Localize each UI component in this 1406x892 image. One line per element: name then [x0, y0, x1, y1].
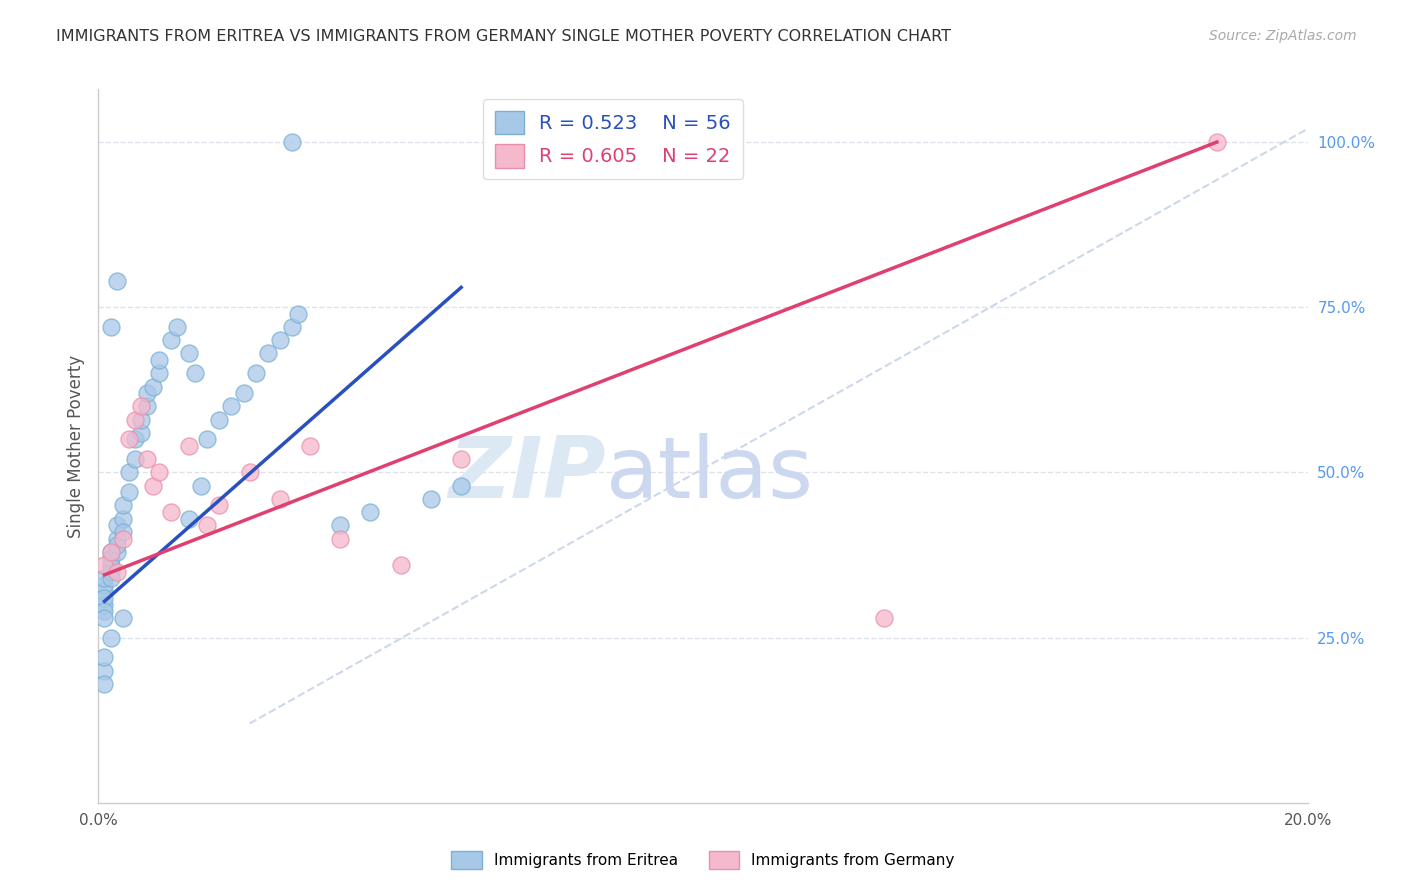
Point	[281, 320, 304, 334]
Point	[93, 598, 115, 612]
Point	[129, 412, 152, 426]
Point	[93, 578, 115, 592]
Point	[100, 565, 122, 579]
Point	[281, 135, 304, 149]
Point	[148, 367, 170, 381]
Point	[118, 433, 141, 447]
Point	[329, 518, 352, 533]
Point	[232, 386, 254, 401]
Point	[135, 452, 157, 467]
Point	[93, 664, 115, 678]
Text: atlas: atlas	[606, 433, 814, 516]
Point	[111, 532, 134, 546]
Point	[105, 545, 128, 559]
Point	[329, 532, 352, 546]
Point	[129, 400, 152, 414]
Point	[179, 439, 201, 453]
Point	[111, 611, 134, 625]
Point	[148, 353, 170, 368]
Point	[195, 518, 218, 533]
Point	[208, 412, 231, 426]
Point	[100, 551, 122, 566]
Point	[239, 466, 262, 480]
Point	[105, 565, 128, 579]
Point	[142, 478, 165, 492]
Point	[124, 412, 146, 426]
Point	[124, 452, 146, 467]
Point	[93, 558, 115, 572]
Point	[245, 367, 267, 381]
Point	[93, 571, 115, 585]
Y-axis label: Single Mother Poverty: Single Mother Poverty	[66, 354, 84, 538]
Point	[873, 611, 896, 625]
Point	[111, 499, 134, 513]
Text: Source: ZipAtlas.com: Source: ZipAtlas.com	[1209, 29, 1357, 44]
Point	[105, 538, 128, 552]
Point	[100, 558, 122, 572]
Point	[450, 452, 472, 467]
Point	[420, 491, 443, 506]
Point	[100, 571, 122, 585]
Point	[148, 466, 170, 480]
Point	[184, 367, 207, 381]
Point	[269, 333, 291, 347]
Legend: Immigrants from Eritrea, Immigrants from Germany: Immigrants from Eritrea, Immigrants from…	[446, 845, 960, 875]
Point	[287, 307, 309, 321]
Point	[100, 545, 122, 559]
Point	[450, 478, 472, 492]
Point	[160, 505, 183, 519]
Legend: R = 0.523    N = 56, R = 0.605    N = 22: R = 0.523 N = 56, R = 0.605 N = 22	[484, 99, 742, 179]
Point	[100, 631, 122, 645]
Point	[389, 558, 412, 572]
Point	[135, 400, 157, 414]
Point	[118, 485, 141, 500]
Point	[179, 346, 201, 360]
Point	[166, 320, 188, 334]
Point	[160, 333, 183, 347]
Point	[100, 320, 122, 334]
Point	[93, 604, 115, 618]
Text: ZIP: ZIP	[449, 433, 606, 516]
Point	[135, 386, 157, 401]
Point	[111, 511, 134, 525]
Point	[93, 677, 115, 691]
Point	[269, 491, 291, 506]
Point	[105, 274, 128, 288]
Point	[105, 532, 128, 546]
Point	[208, 499, 231, 513]
Point	[93, 611, 115, 625]
Point	[111, 524, 134, 539]
Point	[129, 425, 152, 440]
Point	[179, 511, 201, 525]
Point	[100, 545, 122, 559]
Point	[105, 518, 128, 533]
Point	[190, 478, 212, 492]
Point	[93, 650, 115, 665]
Point	[142, 379, 165, 393]
Text: IMMIGRANTS FROM ERITREA VS IMMIGRANTS FROM GERMANY SINGLE MOTHER POVERTY CORRELA: IMMIGRANTS FROM ERITREA VS IMMIGRANTS FR…	[56, 29, 952, 45]
Point	[118, 466, 141, 480]
Point	[299, 439, 322, 453]
Point	[195, 433, 218, 447]
Point	[256, 346, 278, 360]
Point	[221, 400, 243, 414]
Point	[124, 433, 146, 447]
Point	[360, 505, 382, 519]
Point	[93, 591, 115, 605]
Point	[93, 584, 115, 599]
Point	[1206, 135, 1229, 149]
